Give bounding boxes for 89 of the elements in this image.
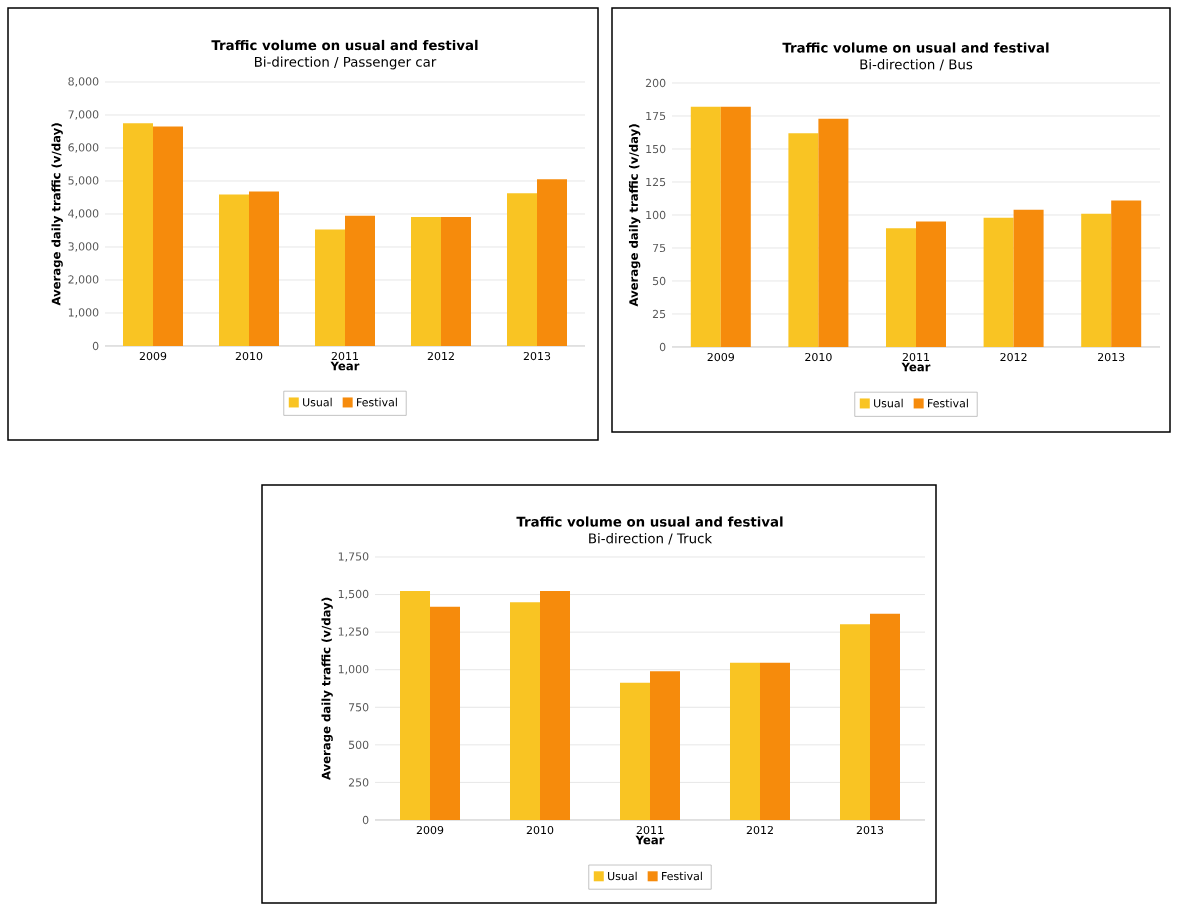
y-tick-label: 150 [646,144,666,154]
bar [1013,209,1044,347]
y-tick-label: 250 [348,778,369,787]
y-tick-label: 200 [645,78,666,88]
x-tick-label: 2011 [331,351,358,361]
bar [345,215,375,346]
legend-label: Festival [357,397,397,407]
x-tick-label: 2010 [805,352,832,362]
y-tick-label: 500 [348,740,369,749]
x-tick-label: 2012 [746,825,773,835]
bar [123,123,153,346]
x-tick-label: 2013 [856,825,884,835]
y-axis-title: Average daily traffic (v/day) [321,597,333,781]
y-tick-label: 4,000 [68,209,99,219]
bar [219,194,249,346]
bar [441,216,471,346]
y-tick-label: 25 [652,309,666,319]
y-tick-label: 2,000 [68,275,99,285]
x-tick-label: 2012 [427,351,454,361]
x-tick-label: 2010 [526,825,554,835]
y-tick-label: 1,250 [338,627,369,637]
bar [537,179,567,346]
y-tick-label: 1,000 [68,308,99,318]
bar [249,191,279,346]
chart-subtitle: Bi-direction / Truck [589,533,713,545]
y-tick-label: 125 [646,177,666,187]
chart-subtitle: Bi-direction / Bus [860,59,973,71]
y-tick-label: 0 [659,342,666,352]
y-tick-label: 75 [653,243,666,253]
chart-subtitle: Bi-direction / Passenger car [255,56,437,70]
legend-label: Festival [928,398,968,408]
y-tick-label: 1,000 [338,664,369,675]
bar [540,591,570,820]
x-axis-title: Year [330,361,360,371]
y-tick-label: 5,000 [68,176,99,186]
legend-label: Festival [662,871,702,881]
legend-label: Usual [608,871,637,881]
bar [1111,200,1142,347]
bar [1081,213,1112,347]
bar [153,126,183,346]
bar [840,624,870,820]
chart-title: Traffic volume on usual and festival [516,516,783,527]
bar [720,106,751,347]
bar [690,106,721,347]
bar [870,613,900,820]
y-tick-label: 3,000 [68,242,99,252]
x-tick-label: 2009 [707,352,735,362]
y-tick-label: 7,000 [68,110,99,120]
bar [650,671,680,820]
x-tick-label: 2011 [636,825,663,835]
bar [430,606,461,820]
y-tick-label: 0 [92,341,99,351]
bar [730,662,760,820]
y-tick-label: 8,000 [68,77,99,87]
x-tick-label: 2010 [235,351,263,361]
bar [507,193,537,346]
bar [916,221,946,347]
legend-label: Usual [303,397,332,407]
y-tick-label: 100 [646,210,666,220]
y-tick-label: 175 [646,111,666,121]
bar [788,133,819,347]
bar [818,118,849,347]
y-tick-label: 6,000 [68,143,99,153]
x-axis-title: Year [635,835,665,845]
bar [620,682,650,820]
chart-title: Traffic volume on usual and festival [782,42,1049,53]
bar [410,216,441,346]
y-tick-label: 0 [362,815,369,825]
bar [400,591,430,820]
x-tick-label: 2009 [139,351,167,361]
legend-label: Usual [874,398,903,408]
x-tick-label: 2012 [1000,352,1027,362]
x-tick-label: 2013 [1098,352,1125,362]
chart-title: Traffic volume on usual and festival [211,39,478,51]
y-tick-label: 1,750 [338,552,369,562]
bar [886,228,916,347]
x-axis-title: Year [901,362,931,372]
y-axis-title: Average daily traffic (v/day) [51,123,63,306]
y-tick-label: 750 [349,703,369,712]
y-tick-label: 1,500 [338,589,369,600]
bar [760,662,790,820]
bar [510,602,540,820]
x-tick-label: 2013 [523,351,551,361]
bar [983,217,1014,347]
x-tick-label: 2009 [416,825,444,835]
bar [315,229,345,346]
y-axis-title: Average daily traffic (v/day) [628,124,641,307]
x-tick-label: 2011 [902,352,929,362]
y-tick-label: 50 [652,276,666,286]
